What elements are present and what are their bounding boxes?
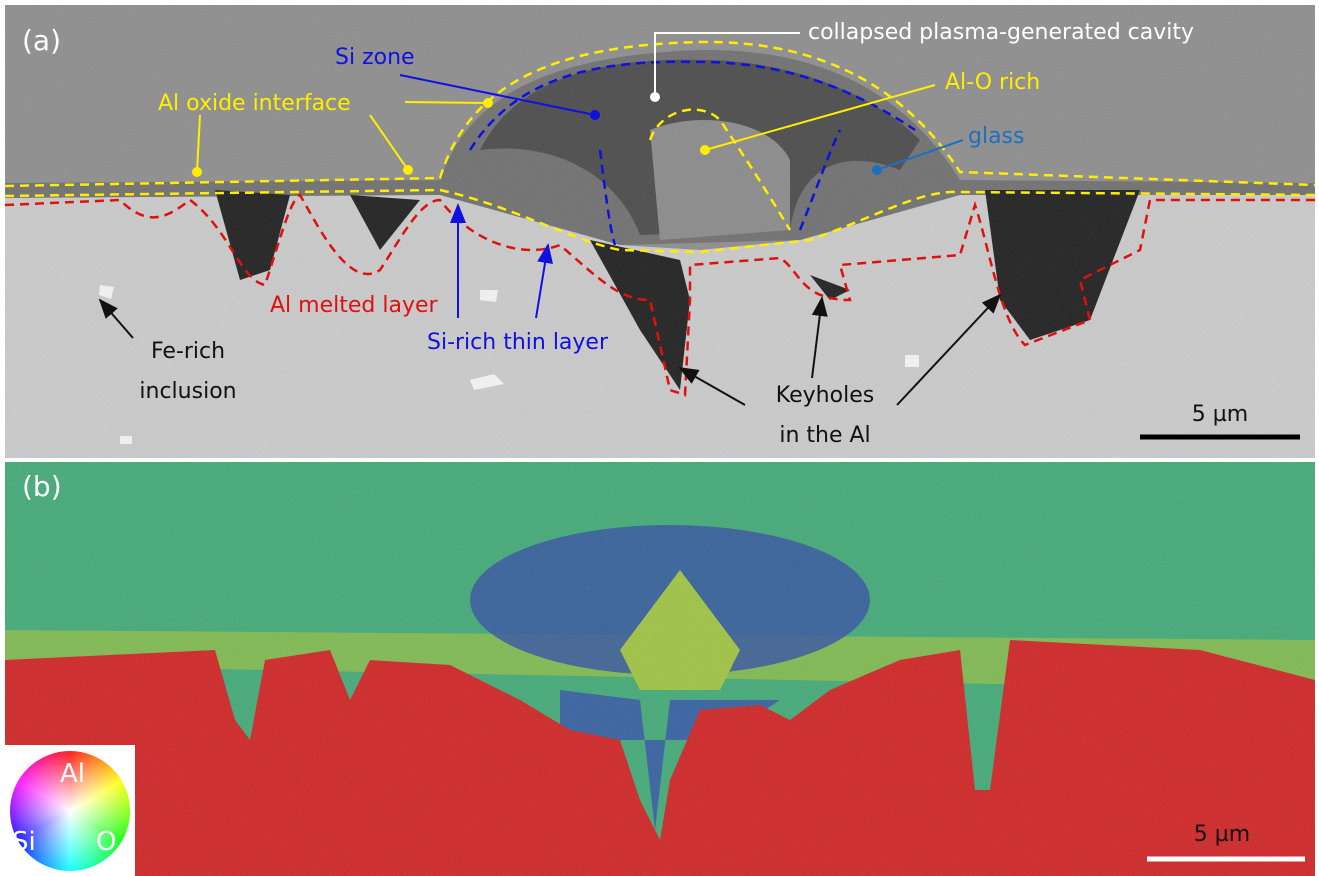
annotation: Si zone — [335, 45, 415, 70]
color-key: Al Si O — [4, 745, 135, 876]
annotation: Al-O rich — [945, 70, 1040, 95]
scale-bar-label: 5 µm — [1192, 402, 1248, 427]
annotation: Al oxide interface — [158, 91, 351, 116]
figure-svg: (a) collapsed plasma-generated cavity Si… — [0, 0, 1319, 876]
key-label: Si — [12, 827, 36, 857]
panel-label: (a) — [22, 24, 61, 57]
annotation: inclusion — [139, 379, 236, 404]
eds-map — [5, 462, 1315, 876]
annotation: Keyholes — [776, 383, 874, 408]
annotation: glass — [968, 124, 1024, 149]
key-label: O — [96, 827, 116, 857]
figure: (a) collapsed plasma-generated cavity Si… — [0, 0, 1319, 876]
panel-label: (b) — [22, 470, 62, 503]
annotation: collapsed plasma-generated cavity — [808, 20, 1194, 45]
key-label: Al — [60, 759, 85, 789]
annotation: in the Al — [779, 423, 870, 448]
scale-bar-label: 5 µm — [1194, 822, 1250, 847]
annotation: Fe-rich — [151, 339, 225, 364]
annotation: Al melted layer — [270, 293, 439, 318]
annotation: Si-rich thin layer — [427, 330, 609, 355]
